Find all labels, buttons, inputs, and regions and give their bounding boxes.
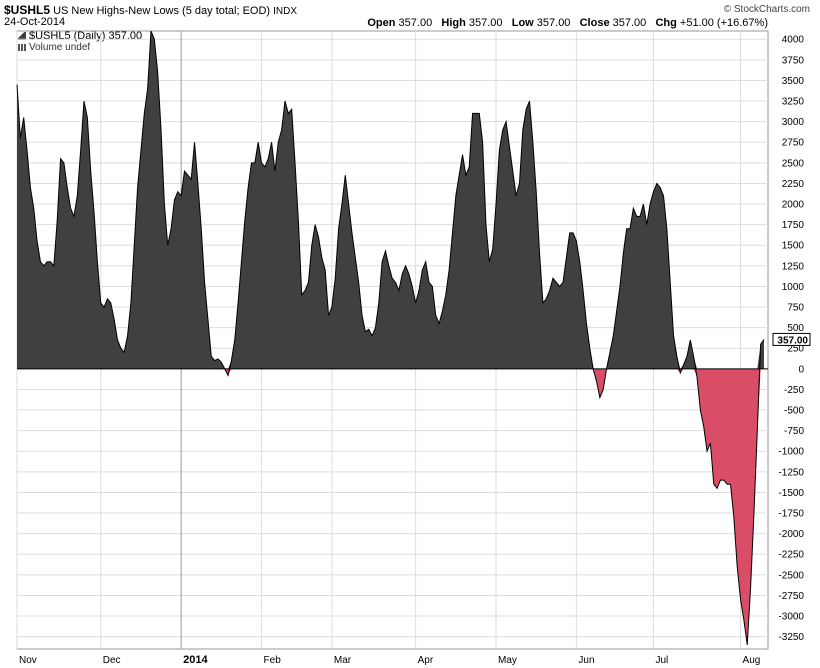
- x-tick-label: 2014: [183, 654, 208, 666]
- legend-volume-label: Volume undef: [29, 42, 91, 53]
- y-tick-label: -500: [784, 406, 804, 417]
- chg-value: +51.00 (+16.67%): [679, 17, 768, 29]
- y-axis: 4000375035003250300027502500225020001750…: [772, 35, 811, 643]
- last-value-box: [772, 332, 811, 346]
- y-tick-label: 750: [787, 303, 804, 314]
- x-tick-label: Mar: [334, 655, 352, 666]
- x-axis: NovDec2014FebMarAprMayJunJulAugSepOct: [19, 654, 761, 666]
- y-tick-label: 500: [787, 323, 804, 334]
- y-tick-label: 1250: [782, 261, 805, 272]
- chg-label: Chg: [655, 17, 677, 29]
- y-tick-label: -1500: [778, 488, 804, 499]
- y-tick-label: -2000: [778, 529, 804, 540]
- watermark: © StockCharts.com: [723, 4, 810, 15]
- y-tick-label: 3250: [782, 97, 805, 108]
- y-tick-label: 250: [787, 344, 804, 355]
- y-tick-label: 3000: [782, 117, 805, 128]
- y-tick-label: -1000: [778, 447, 804, 458]
- y-tick-label: 3750: [782, 55, 805, 66]
- high-label: High: [441, 17, 466, 29]
- close-value: 357.00: [612, 17, 647, 29]
- symbol-description: US New Highs-New Lows (5 day total; EOD): [53, 5, 271, 17]
- y-tick-label: 2500: [782, 158, 805, 169]
- ohlc-readout: Open 357.00 High 357.00 Low 357.00 Close…: [367, 17, 768, 29]
- x-tick-label: Dec: [103, 655, 121, 666]
- positive-area: [17, 31, 764, 369]
- symbol-label: $USHL5: [4, 3, 51, 17]
- series-line: [16, 30, 765, 645]
- close-label: Close: [579, 17, 610, 29]
- x-tick-label: Apr: [418, 655, 434, 666]
- x-tick-label: Jun: [578, 655, 594, 666]
- open-label: Open: [367, 17, 396, 29]
- y-tick-label: -3250: [778, 632, 804, 643]
- area-series: [16, 30, 768, 645]
- area-swatch-icon: [18, 32, 26, 41]
- x-tick-label: Nov: [19, 655, 37, 666]
- y-tick-label: -2500: [778, 570, 804, 581]
- y-tick-label: -2750: [778, 591, 804, 602]
- x-tick-label: Aug: [743, 655, 761, 666]
- volume-bars-icon: [18, 43, 26, 51]
- y-tick-label: 1000: [782, 282, 805, 293]
- x-tick-label: May: [498, 655, 517, 666]
- chart-title: $USHL5 US New Highs-New Lows (5 day tota…: [4, 3, 297, 17]
- high-value: 357.00: [468, 17, 503, 29]
- chart-date: 24-Oct-2014: [4, 16, 66, 28]
- y-tick-label: -2250: [778, 550, 804, 561]
- exchange-label: INDX: [273, 6, 298, 17]
- y-tick-label: 2250: [782, 179, 805, 190]
- y-tick-label: -1250: [778, 467, 804, 478]
- y-tick-label: -250: [784, 385, 804, 396]
- x-tick-label: Jul: [655, 655, 668, 666]
- y-tick-label: 2000: [782, 200, 805, 211]
- y-tick-label: 1500: [782, 241, 805, 252]
- low-label: Low: [511, 17, 534, 29]
- y-tick-label: -750: [784, 426, 804, 437]
- y-tick-label: -1750: [778, 509, 804, 520]
- y-tick-label: -3000: [778, 612, 804, 623]
- y-tick-label: 0: [798, 364, 804, 375]
- legend-volume: Volume undef: [18, 42, 142, 54]
- y-tick-label: 3500: [782, 76, 805, 87]
- x-tick-label: Feb: [264, 655, 282, 666]
- y-tick-label: 2750: [782, 138, 805, 149]
- open-value: 357.00: [398, 17, 433, 29]
- y-tick-label: 4000: [782, 35, 805, 46]
- y-tick-label: 1750: [782, 220, 805, 231]
- low-value: 357.00: [536, 17, 571, 29]
- last-value-label: 357.00: [777, 335, 808, 346]
